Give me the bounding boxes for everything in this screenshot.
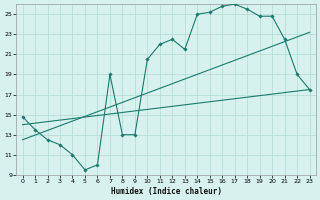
X-axis label: Humidex (Indice chaleur): Humidex (Indice chaleur) [111, 187, 221, 196]
